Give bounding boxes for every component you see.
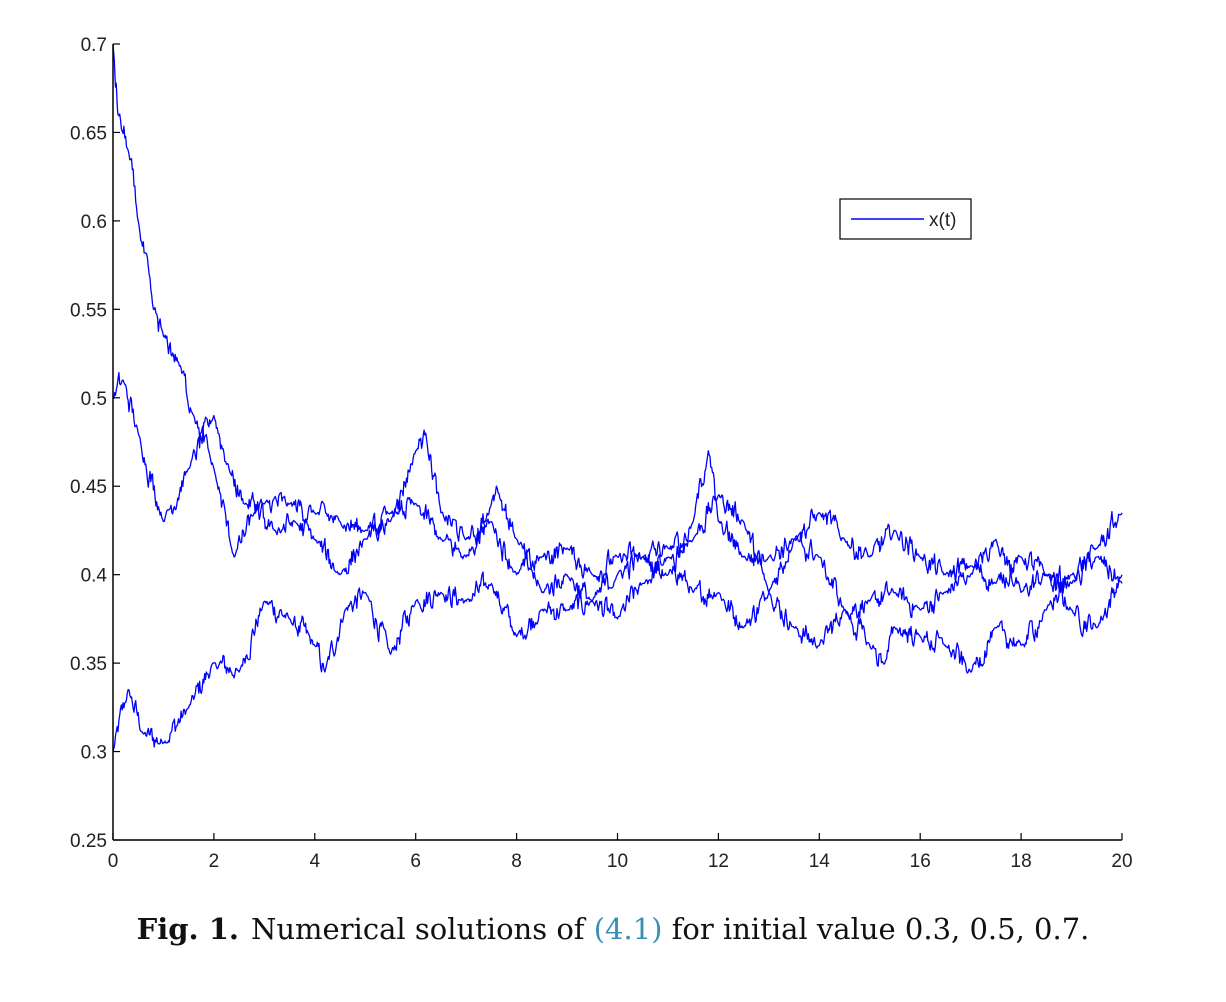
series-line-x0-0.7 [112,43,1123,674]
axes [112,44,1122,841]
x-tick-label: 2 [209,851,220,872]
x-tick-label: 14 [809,851,831,872]
y-tick-label: 0.3 [81,743,107,764]
x-tick-label: 8 [511,851,522,872]
series-line-x0-0.3 [112,538,1123,752]
figure-caption: Fig. 1. Numerical solutions of (4.1) for … [0,912,1226,946]
x-tick-label: 16 [910,851,931,872]
x-tick-label: 12 [708,851,729,872]
y-tick-label: 0.65 [70,123,107,144]
y-tick-label: 0.35 [70,654,107,675]
series-group [112,43,1123,752]
x-tick-label: 0 [108,851,119,872]
caption-text-before: Numerical solutions of [250,912,594,946]
y-tick-label: 0.45 [70,477,107,498]
y-tick-label: 0.4 [81,566,108,587]
x-tick-label: 20 [1111,851,1132,872]
line-chart: 0 2 4 6 8 10 12 14 16 18 20 0.25 0.3 0.35 0.4 0.45 0.5 0.… [70,35,1133,872]
x-tick-label: 10 [607,851,628,872]
x-tick-label: 4 [310,851,321,872]
legend-entry-label: x(t) [929,210,956,231]
y-tick-label: 0.6 [81,212,107,233]
equation-reference-link[interactable]: (4.1) [593,912,663,946]
y-tick-label: 0.25 [70,831,107,852]
y-tick-label: 0.7 [81,35,107,56]
figure-label: Fig. 1. [136,912,239,946]
y-tick-label: 0.5 [81,389,107,410]
y-tick-label: 0.55 [70,300,107,321]
legend: x(t) [839,198,972,240]
series-line-x0-0.5 [112,371,1123,594]
x-tick-label: 6 [410,851,421,872]
ticks-group [112,43,1123,841]
tick-labels-group: 0 2 4 6 8 10 12 14 16 18 20 0.25 0.3 0.35 0.4 0.45 0.5 0.… [70,35,1133,872]
caption-text-after: for initial value 0.3, 0.5, 0.7. [662,912,1090,946]
x-tick-label: 18 [1011,851,1032,872]
